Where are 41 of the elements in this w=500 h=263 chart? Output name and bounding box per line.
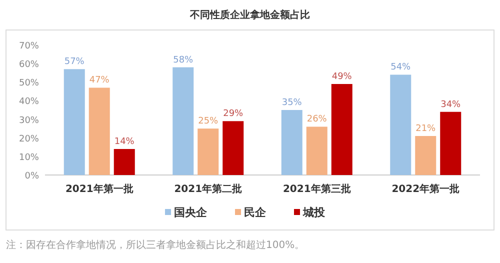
data-label: 35% [282, 98, 302, 108]
data-label: 14% [114, 137, 135, 147]
bar [172, 67, 194, 175]
bar [222, 121, 244, 175]
text: 注：因存在合作拿地情况，所以三者拿地金额占比之和超过100%。 [6, 239, 305, 251]
data-label: 47% [89, 76, 110, 86]
y-tick-label: 0% [24, 172, 40, 182]
y-tick-label: 40% [18, 97, 40, 108]
data-label: 25% [198, 116, 219, 127]
data-label: 34% [440, 100, 462, 110]
y-tick-label: 10% [18, 152, 40, 163]
data-label: 57% [64, 57, 85, 68]
bar [64, 69, 85, 175]
x-tick-label: 2022年第一批 [392, 183, 460, 195]
y-tick-label: 20% [18, 134, 40, 144]
y-tick-label: 50% [18, 78, 40, 89]
y-tick-label: 60% [18, 60, 40, 70]
x-tick-label: 2021年第一批 [65, 183, 134, 195]
bar [331, 84, 352, 175]
x-tick-label: 2021年第二批 [174, 183, 242, 195]
data-label: 26% [306, 114, 328, 125]
chart-title: 不同性质企业拿地金额占比 [189, 9, 310, 21]
data-label: 29% [223, 109, 244, 120]
data-label: 21% [416, 124, 436, 134]
bar [114, 149, 135, 175]
bar [415, 136, 436, 175]
legend-label: 民企 [244, 206, 267, 219]
legend-label: 城投 [302, 206, 326, 219]
y-tick-label: 30% [18, 116, 40, 126]
bar [281, 110, 302, 175]
data-label: 54% [390, 62, 412, 73]
bar [88, 88, 110, 175]
legend-label: 国央企 [174, 206, 208, 219]
bar [440, 112, 462, 175]
bar [306, 126, 328, 175]
data-label: 58% [173, 55, 194, 66]
data-label: 49% [332, 72, 352, 82]
bar [198, 128, 219, 175]
y-tick-label: 70% [18, 42, 40, 52]
bar [390, 74, 412, 175]
x-tick-label: 2021年第三批 [282, 183, 351, 195]
